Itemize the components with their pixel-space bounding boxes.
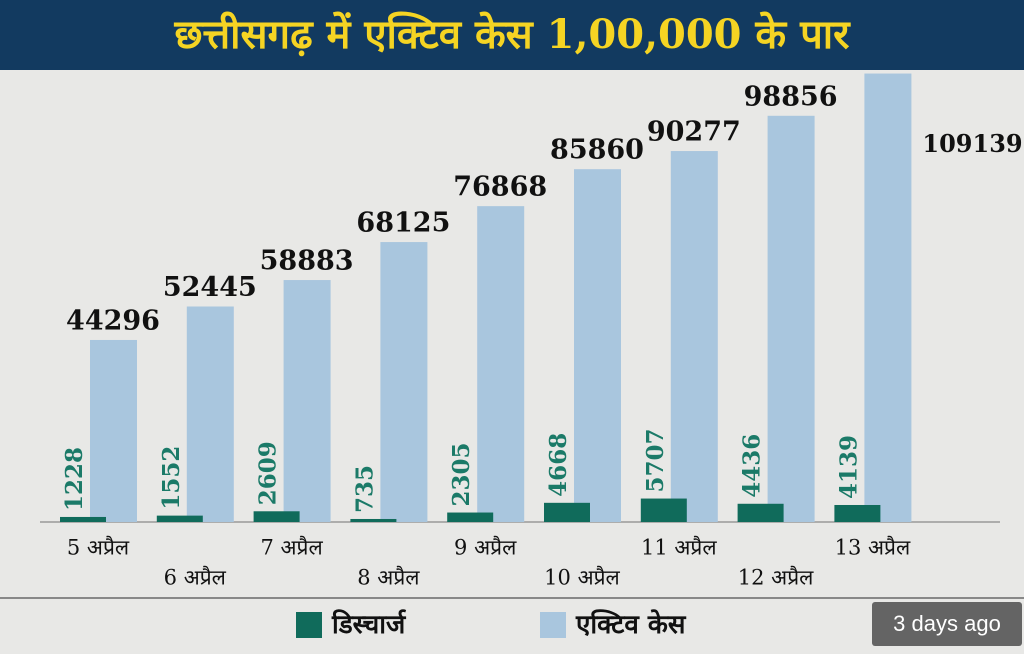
value-label: 4139 xyxy=(835,435,862,499)
x-tick-label: 8 अप्रैल xyxy=(357,566,420,590)
timestamp-badge xyxy=(872,602,1022,646)
value-label: 44296 xyxy=(66,305,160,336)
x-tick-label: 10 अप्रैल xyxy=(544,566,620,590)
value-label: 5707 xyxy=(642,429,669,493)
bar xyxy=(283,280,331,522)
bar xyxy=(574,169,621,522)
value-label: 1228 xyxy=(61,447,88,511)
bar xyxy=(477,206,525,522)
title-bar xyxy=(0,0,1024,70)
x-tick-label: 9 अप्रैल xyxy=(454,536,517,560)
bar xyxy=(350,518,397,522)
x-tick-label: 5 अप्रैल xyxy=(67,536,130,560)
bar xyxy=(864,73,912,522)
value-label: 52445 xyxy=(163,272,257,303)
value-label: 4668 xyxy=(545,433,572,497)
x-tick-label: 11 अप्रैल xyxy=(641,536,717,560)
bar xyxy=(90,339,137,522)
legend-swatch xyxy=(296,612,322,638)
bar xyxy=(447,512,494,522)
chart-title: छत्तीसगढ़ में एक्टिव केस 1,00,000 के पार xyxy=(173,11,851,58)
value-label: 2305 xyxy=(448,443,475,507)
x-tick-label: 6 अप्रैल xyxy=(164,566,227,590)
value-label: 2609 xyxy=(255,441,282,505)
value-label: 4436 xyxy=(739,434,766,498)
bar xyxy=(767,115,815,522)
bar xyxy=(253,511,300,522)
legend-label: डिस्चार्ज xyxy=(331,609,407,640)
bar xyxy=(640,498,687,522)
value-label: 90277 xyxy=(647,117,741,148)
x-tick-label: 13 अप्रैल xyxy=(835,536,911,560)
value-label: 735 xyxy=(351,465,378,513)
bar xyxy=(60,516,106,522)
value-label: 1552 xyxy=(158,446,185,510)
value-label: 85860 xyxy=(550,135,644,166)
timestamp: 3 days ago xyxy=(893,611,1001,636)
value-label: 68125 xyxy=(356,208,450,239)
value-label: 58883 xyxy=(260,246,354,277)
bar xyxy=(737,503,784,522)
bar xyxy=(380,242,428,522)
value-label: 76868 xyxy=(453,172,547,203)
x-tick-label: 12 अप्रैल xyxy=(738,566,814,590)
bar xyxy=(670,151,718,523)
x-tick-label: 7 अप्रैल xyxy=(260,536,323,560)
bar xyxy=(156,515,203,522)
value-label: 109139 xyxy=(922,129,1022,158)
value-label: 98856 xyxy=(744,81,838,112)
bar xyxy=(544,502,590,522)
legend-swatch xyxy=(540,612,566,638)
bar xyxy=(186,306,234,522)
legend-label: एक्टिव केस xyxy=(575,609,687,640)
bar xyxy=(834,504,881,522)
